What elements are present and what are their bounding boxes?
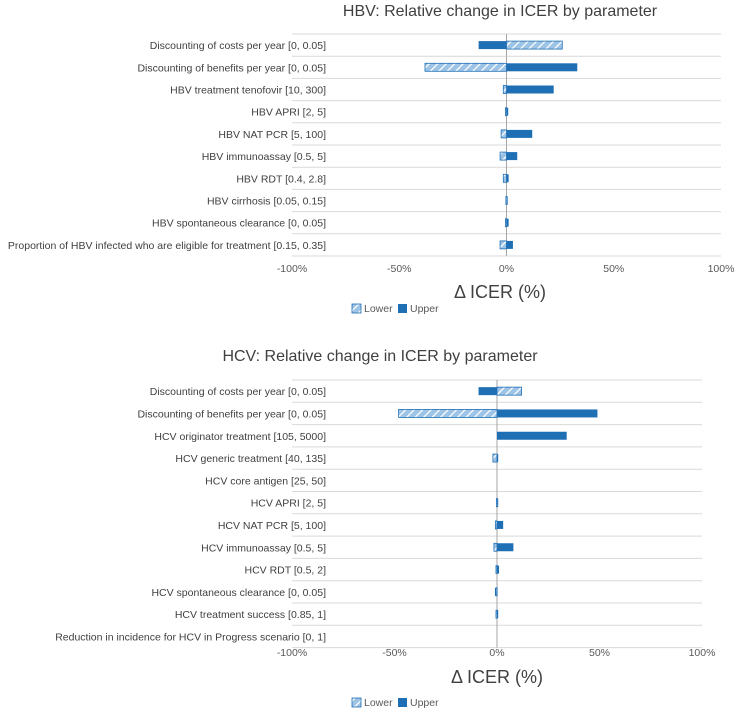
hbv-bar-upper [506, 63, 578, 72]
hcv-bar-lower [495, 609, 498, 619]
hcv-bar-lower [494, 520, 498, 530]
hcv-bar-upper [497, 520, 504, 529]
hbv-bar-upper [506, 152, 518, 161]
hbv-bars [424, 40, 578, 250]
hcv-legend-upper-label: Upper [410, 697, 439, 709]
hbv-bar-upper [506, 107, 509, 116]
hcv-bar-upper [497, 409, 598, 418]
hcv-legend-lower-swatch [351, 697, 362, 708]
hbv-bar-lower [506, 40, 563, 50]
hcv-category-labels: Discounting of costs per year [0, 0.05] D… [55, 386, 326, 643]
hbv-x-tick-label: 0% [499, 263, 514, 275]
hbv-legend-upper-label: Upper [410, 303, 439, 315]
hcv-bar-lower [495, 587, 498, 597]
hcv-x-tick-label: 50% [589, 647, 610, 659]
hcv-x-tick-label: 0% [489, 647, 504, 659]
hcv-bar-lower [495, 498, 498, 508]
hbv-category-label: HBV APRI [2, 5] [251, 107, 326, 119]
hbv-category-label: Discounting of benefits per year [0, 0.0… [137, 62, 326, 74]
hbv-bar-lower [502, 85, 507, 94]
hcv-bar-lower [496, 386, 523, 396]
hcv-x-tick-label: -100% [277, 647, 307, 659]
hbv-x-tick-label: -100% [277, 263, 307, 275]
hbv-bar-upper [506, 129, 533, 138]
hbv-bar-upper [506, 85, 554, 94]
hcv-category-label: HCV immunoassay [0.5, 5] [201, 542, 326, 554]
hcv-category-label: HCV NAT PCR [5, 100] [218, 520, 326, 532]
hbv-x-tick-label: -50% [387, 263, 412, 275]
hbv-legend: Lower Upper [351, 303, 439, 315]
hcv-legend: Lower Upper [351, 697, 439, 709]
hbv-legend-lower-swatch [351, 303, 362, 314]
hbv-bar-lower [505, 196, 508, 205]
hbv-category-label: HBV cirrhosis [0.05, 0.15] [207, 196, 326, 208]
hcv-bar-lower [495, 565, 498, 574]
hcv-bars [398, 386, 598, 619]
hcv-bar-upper [497, 543, 514, 552]
hbv-category-label: HBV immunoassay [0.5, 5] [202, 151, 326, 163]
hcv-bar-lower [492, 453, 498, 463]
hcv-x-axis-label: Δ ICER (%) [451, 667, 543, 687]
hcv-category-label: HCV treatment success [0.85, 1] [175, 609, 326, 621]
hcv-bar-lower [398, 409, 498, 418]
hcv-category-label: HCV APRI [2, 5] [251, 498, 326, 510]
hcv-bar-lower [493, 542, 498, 552]
hcv-category-label: Reduction in incidence for HCV in Progre… [55, 631, 326, 643]
hcv-category-label: Discounting of costs per year [0, 0.05] [150, 386, 326, 398]
hcv-bar-upper [497, 454, 499, 463]
hcv-legend-lower-label: Lower [364, 697, 393, 709]
hcv-chart: HCV: Relative change in ICER by paramete… [55, 348, 715, 709]
hbv-bar-lower [424, 62, 507, 72]
hbv-x-axis-label: Δ ICER (%) [454, 282, 546, 302]
hcv-category-label: HCV spontaneous clearance [0, 0.05] [151, 587, 326, 599]
hbv-bar-lower [505, 218, 508, 228]
hbv-bar-upper [506, 240, 513, 249]
hbv-x-tick-label: 50% [603, 263, 624, 275]
hbv-chart: HBV: Relative change in ICER by paramete… [8, 3, 735, 315]
hcv-gridlines [292, 379, 702, 649]
hbv-bar-lower [505, 107, 508, 117]
hbv-category-label: Discounting of costs per year [0, 0.05] [150, 40, 326, 52]
hbv-category-label: HBV NAT PCR [5, 100] [218, 129, 326, 141]
hcv-bar-upper [478, 387, 497, 396]
hbv-bar-upper [506, 218, 509, 227]
hbv-bar-lower [500, 129, 507, 139]
hcv-category-label: HCV RDT [0.5, 2] [245, 565, 327, 577]
hcv-legend-upper-swatch [398, 698, 407, 707]
hcv-bar-upper [497, 610, 499, 619]
hcv-bar-upper [497, 565, 500, 574]
hbv-legend-upper-swatch [398, 304, 407, 313]
hbv-category-label: HBV spontaneous clearance [0, 0.05] [152, 218, 326, 230]
hbv-bar-lower [502, 173, 507, 183]
hbv-category-label: Proportion of HBV infected who are eligi… [8, 240, 326, 252]
hcv-x-ticks: -100% -50% 0% 50% 100% [277, 647, 716, 659]
hcv-category-label: HCV originator treatment [105, 5000] [154, 431, 326, 443]
hbv-legend-lower-label: Lower [364, 303, 393, 315]
hcv-x-tick-label: -50% [382, 647, 407, 659]
hbv-x-ticks: -100% -50% 0% 50% 100% [277, 263, 735, 275]
hcv-category-label: Discounting of benefits per year [0, 0.0… [137, 408, 326, 420]
hcv-bar-upper [497, 431, 567, 440]
hcv-category-label: HCV generic treatment [40, 135] [175, 453, 326, 465]
hcv-chart-title: HCV: Relative change in ICER by paramete… [222, 348, 538, 365]
hcv-x-tick-label: 100% [689, 647, 716, 659]
hbv-bar-upper [478, 41, 507, 50]
hbv-bar-lower [499, 151, 507, 161]
hbv-chart-title: HBV: Relative change in ICER by paramete… [343, 3, 658, 20]
hbv-category-labels: Discounting of costs per year [0, 0.05] D… [8, 40, 326, 252]
hbv-category-label: HBV treatment tenofovir [10, 300] [170, 85, 326, 97]
hbv-category-label: HBV RDT [0.4, 2.8] [236, 173, 326, 185]
hbv-x-tick-label: 100% [708, 263, 735, 275]
hcv-category-label: HCV core antigen [25, 50] [205, 475, 326, 487]
hbv-bar-upper [506, 174, 509, 183]
hbv-bar-lower [499, 240, 507, 250]
